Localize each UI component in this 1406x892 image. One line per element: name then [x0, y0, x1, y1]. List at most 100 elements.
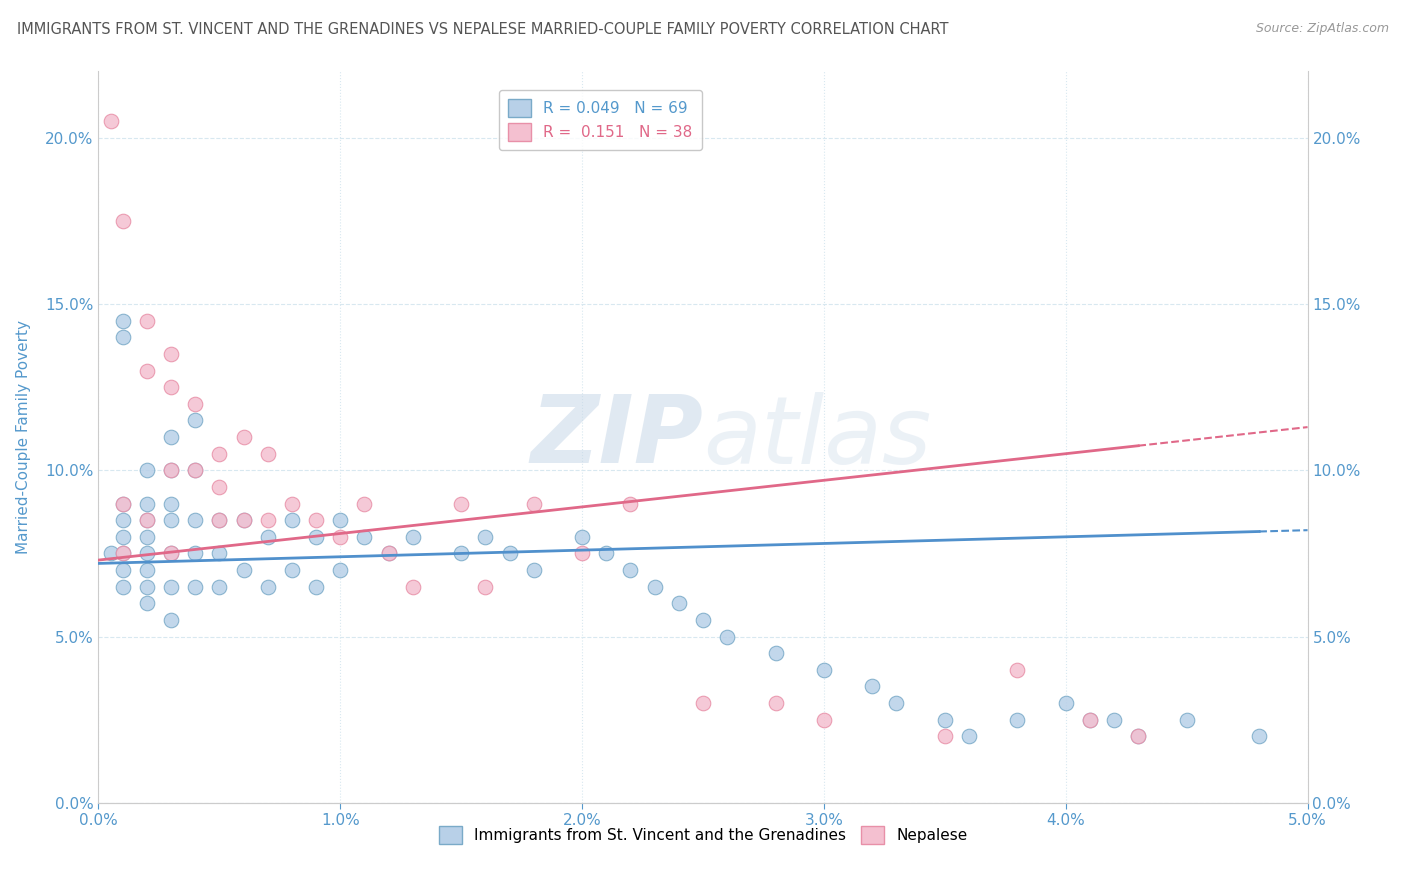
Point: [111, 546, 134, 560]
Point: [160, 546, 183, 560]
Text: IMMIGRANTS FROM ST. VINCENT AND THE GRENADINES VS NEPALESE MARRIED-COUPLE FAMILY: IMMIGRANTS FROM ST. VINCENT AND THE GREN…: [17, 22, 949, 37]
Point: [111, 546, 134, 560]
Point: [668, 596, 690, 610]
Point: [256, 513, 278, 527]
Point: [571, 546, 593, 560]
Point: [160, 546, 183, 560]
Point: [208, 513, 231, 527]
Point: [256, 580, 278, 594]
Point: [716, 630, 738, 644]
Point: [160, 580, 183, 594]
Point: [135, 513, 157, 527]
Point: [305, 513, 328, 527]
Point: [160, 347, 183, 361]
Point: [135, 530, 157, 544]
Point: [498, 546, 520, 560]
Point: [1102, 713, 1125, 727]
Point: [111, 580, 134, 594]
Text: ZIP: ZIP: [530, 391, 703, 483]
Point: [1054, 696, 1077, 710]
Point: [450, 546, 472, 560]
Point: [1007, 713, 1029, 727]
Point: [208, 546, 231, 560]
Point: [184, 413, 207, 427]
Point: [571, 530, 593, 544]
Point: [305, 530, 328, 544]
Point: [281, 513, 304, 527]
Point: [450, 497, 472, 511]
Point: [135, 596, 157, 610]
Point: [934, 729, 956, 743]
Point: [765, 646, 787, 660]
Point: [111, 497, 134, 511]
Point: [619, 497, 641, 511]
Point: [305, 580, 328, 594]
Point: [160, 430, 183, 444]
Point: [111, 563, 134, 577]
Point: [377, 546, 399, 560]
Point: [474, 580, 496, 594]
Point: [160, 380, 183, 394]
Point: [644, 580, 666, 594]
Point: [232, 513, 254, 527]
Point: [208, 580, 231, 594]
Point: [184, 463, 207, 477]
Point: [692, 613, 714, 627]
Point: [1078, 713, 1101, 727]
Point: [100, 114, 122, 128]
Text: Source: ZipAtlas.com: Source: ZipAtlas.com: [1256, 22, 1389, 36]
Point: [111, 330, 134, 344]
Point: [160, 497, 183, 511]
Point: [1128, 729, 1150, 743]
Point: [329, 563, 352, 577]
Point: [402, 580, 425, 594]
Point: [813, 713, 835, 727]
Point: [232, 563, 254, 577]
Point: [111, 314, 134, 328]
Point: [208, 447, 231, 461]
Legend: Immigrants from St. Vincent and the Grenadines, Nepalese: Immigrants from St. Vincent and the Gren…: [433, 820, 973, 850]
Point: [232, 430, 254, 444]
Point: [1128, 729, 1150, 743]
Point: [353, 497, 375, 511]
Point: [281, 563, 304, 577]
Point: [256, 447, 278, 461]
Point: [160, 613, 183, 627]
Point: [135, 463, 157, 477]
Point: [377, 546, 399, 560]
Point: [160, 513, 183, 527]
Point: [1007, 663, 1029, 677]
Point: [329, 530, 352, 544]
Point: [232, 513, 254, 527]
Point: [111, 497, 134, 511]
Point: [523, 497, 546, 511]
Point: [957, 729, 980, 743]
Point: [523, 563, 546, 577]
Y-axis label: Married-Couple Family Poverty: Married-Couple Family Poverty: [17, 320, 31, 554]
Point: [813, 663, 835, 677]
Point: [111, 214, 134, 228]
Point: [184, 546, 207, 560]
Point: [860, 680, 883, 694]
Text: atlas: atlas: [703, 392, 931, 483]
Point: [1175, 713, 1198, 727]
Point: [353, 530, 375, 544]
Point: [1078, 713, 1101, 727]
Point: [1249, 729, 1271, 743]
Point: [474, 530, 496, 544]
Point: [402, 530, 425, 544]
Point: [184, 463, 207, 477]
Point: [595, 546, 617, 560]
Point: [184, 513, 207, 527]
Point: [135, 314, 157, 328]
Point: [184, 397, 207, 411]
Point: [160, 463, 183, 477]
Point: [281, 497, 304, 511]
Point: [208, 480, 231, 494]
Point: [329, 513, 352, 527]
Point: [135, 497, 157, 511]
Point: [135, 363, 157, 377]
Point: [619, 563, 641, 577]
Point: [135, 580, 157, 594]
Point: [160, 463, 183, 477]
